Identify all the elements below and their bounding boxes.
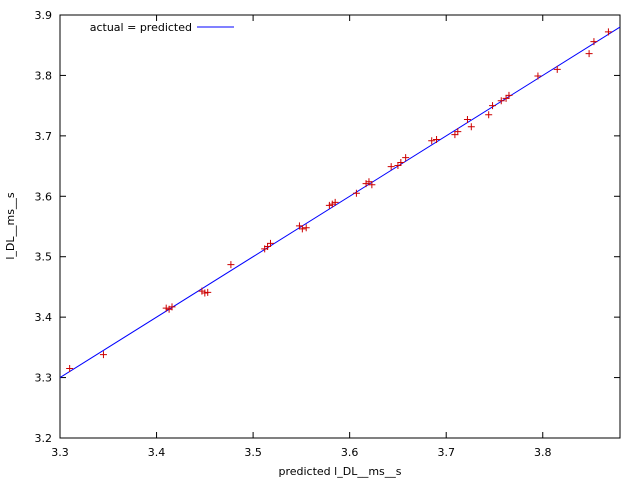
data-point xyxy=(328,200,336,208)
data-point xyxy=(394,161,402,169)
legend: actual = predicted xyxy=(90,21,234,34)
tick-marks xyxy=(59,14,620,439)
data-point xyxy=(302,224,310,232)
data-point xyxy=(433,135,441,143)
data-point xyxy=(368,181,376,189)
data-point xyxy=(331,198,339,206)
legend-label: actual = predicted xyxy=(90,21,192,34)
data-point xyxy=(227,261,235,269)
x-tick-label: 3.8 xyxy=(534,446,552,459)
y-tick-label: 3.8 xyxy=(35,69,53,82)
data-point xyxy=(467,123,475,131)
series-layer xyxy=(59,26,621,378)
data-point xyxy=(505,91,513,99)
y-tick-label: 3.9 xyxy=(35,9,53,22)
data-point xyxy=(489,102,497,110)
y-tick-label: 3.7 xyxy=(35,130,53,143)
x-axis-label: predicted l_DL__ms__s xyxy=(278,465,401,478)
y-tick-label: 3.2 xyxy=(35,432,53,445)
data-point xyxy=(485,111,493,119)
data-point xyxy=(325,201,333,209)
identity-line xyxy=(59,26,621,378)
data-point xyxy=(387,163,395,171)
data-point xyxy=(298,225,306,233)
data-point xyxy=(402,154,410,162)
data-point xyxy=(99,351,107,359)
data-point xyxy=(534,72,542,80)
data-point xyxy=(365,178,373,186)
data-point xyxy=(497,97,505,105)
x-tick-label: 3.6 xyxy=(341,446,359,459)
data-point xyxy=(397,158,405,166)
data-point xyxy=(463,116,471,124)
x-tick-labels: 3.3 3.4 3.5 3.6 3.7 3.8 xyxy=(51,446,551,459)
data-point xyxy=(198,287,206,295)
data-point xyxy=(66,365,74,373)
y-tick-label: 3.5 xyxy=(35,251,53,264)
data-point xyxy=(428,137,436,145)
data-point xyxy=(553,65,561,73)
data-point xyxy=(585,50,593,58)
data-point xyxy=(266,239,274,247)
data-point xyxy=(162,304,170,312)
x-tick-label: 3.7 xyxy=(437,446,455,459)
data-point xyxy=(295,222,303,230)
x-tick-label: 3.3 xyxy=(51,446,69,459)
data-point xyxy=(204,288,212,296)
data-point xyxy=(352,189,360,197)
y-tick-label: 3.3 xyxy=(35,372,53,385)
x-tick-label: 3.4 xyxy=(148,446,166,459)
data-point xyxy=(451,131,459,139)
data-point xyxy=(362,180,370,188)
data-point xyxy=(454,128,462,136)
data-point xyxy=(604,28,612,36)
y-tick-labels: 3.2 3.3 3.4 3.5 3.6 3.7 3.8 3.9 xyxy=(35,9,53,445)
data-point xyxy=(264,242,272,250)
data-point xyxy=(168,303,176,311)
y-tick-label: 3.6 xyxy=(35,190,53,203)
data-point xyxy=(201,289,209,297)
x-tick-label: 3.5 xyxy=(244,446,262,459)
y-tick-label: 3.4 xyxy=(35,311,53,324)
points-layer xyxy=(66,28,612,373)
data-point xyxy=(590,38,598,46)
data-point xyxy=(502,94,510,102)
plot-frame xyxy=(59,14,621,439)
y-axis-label: l_DL__ms__s xyxy=(4,192,17,260)
